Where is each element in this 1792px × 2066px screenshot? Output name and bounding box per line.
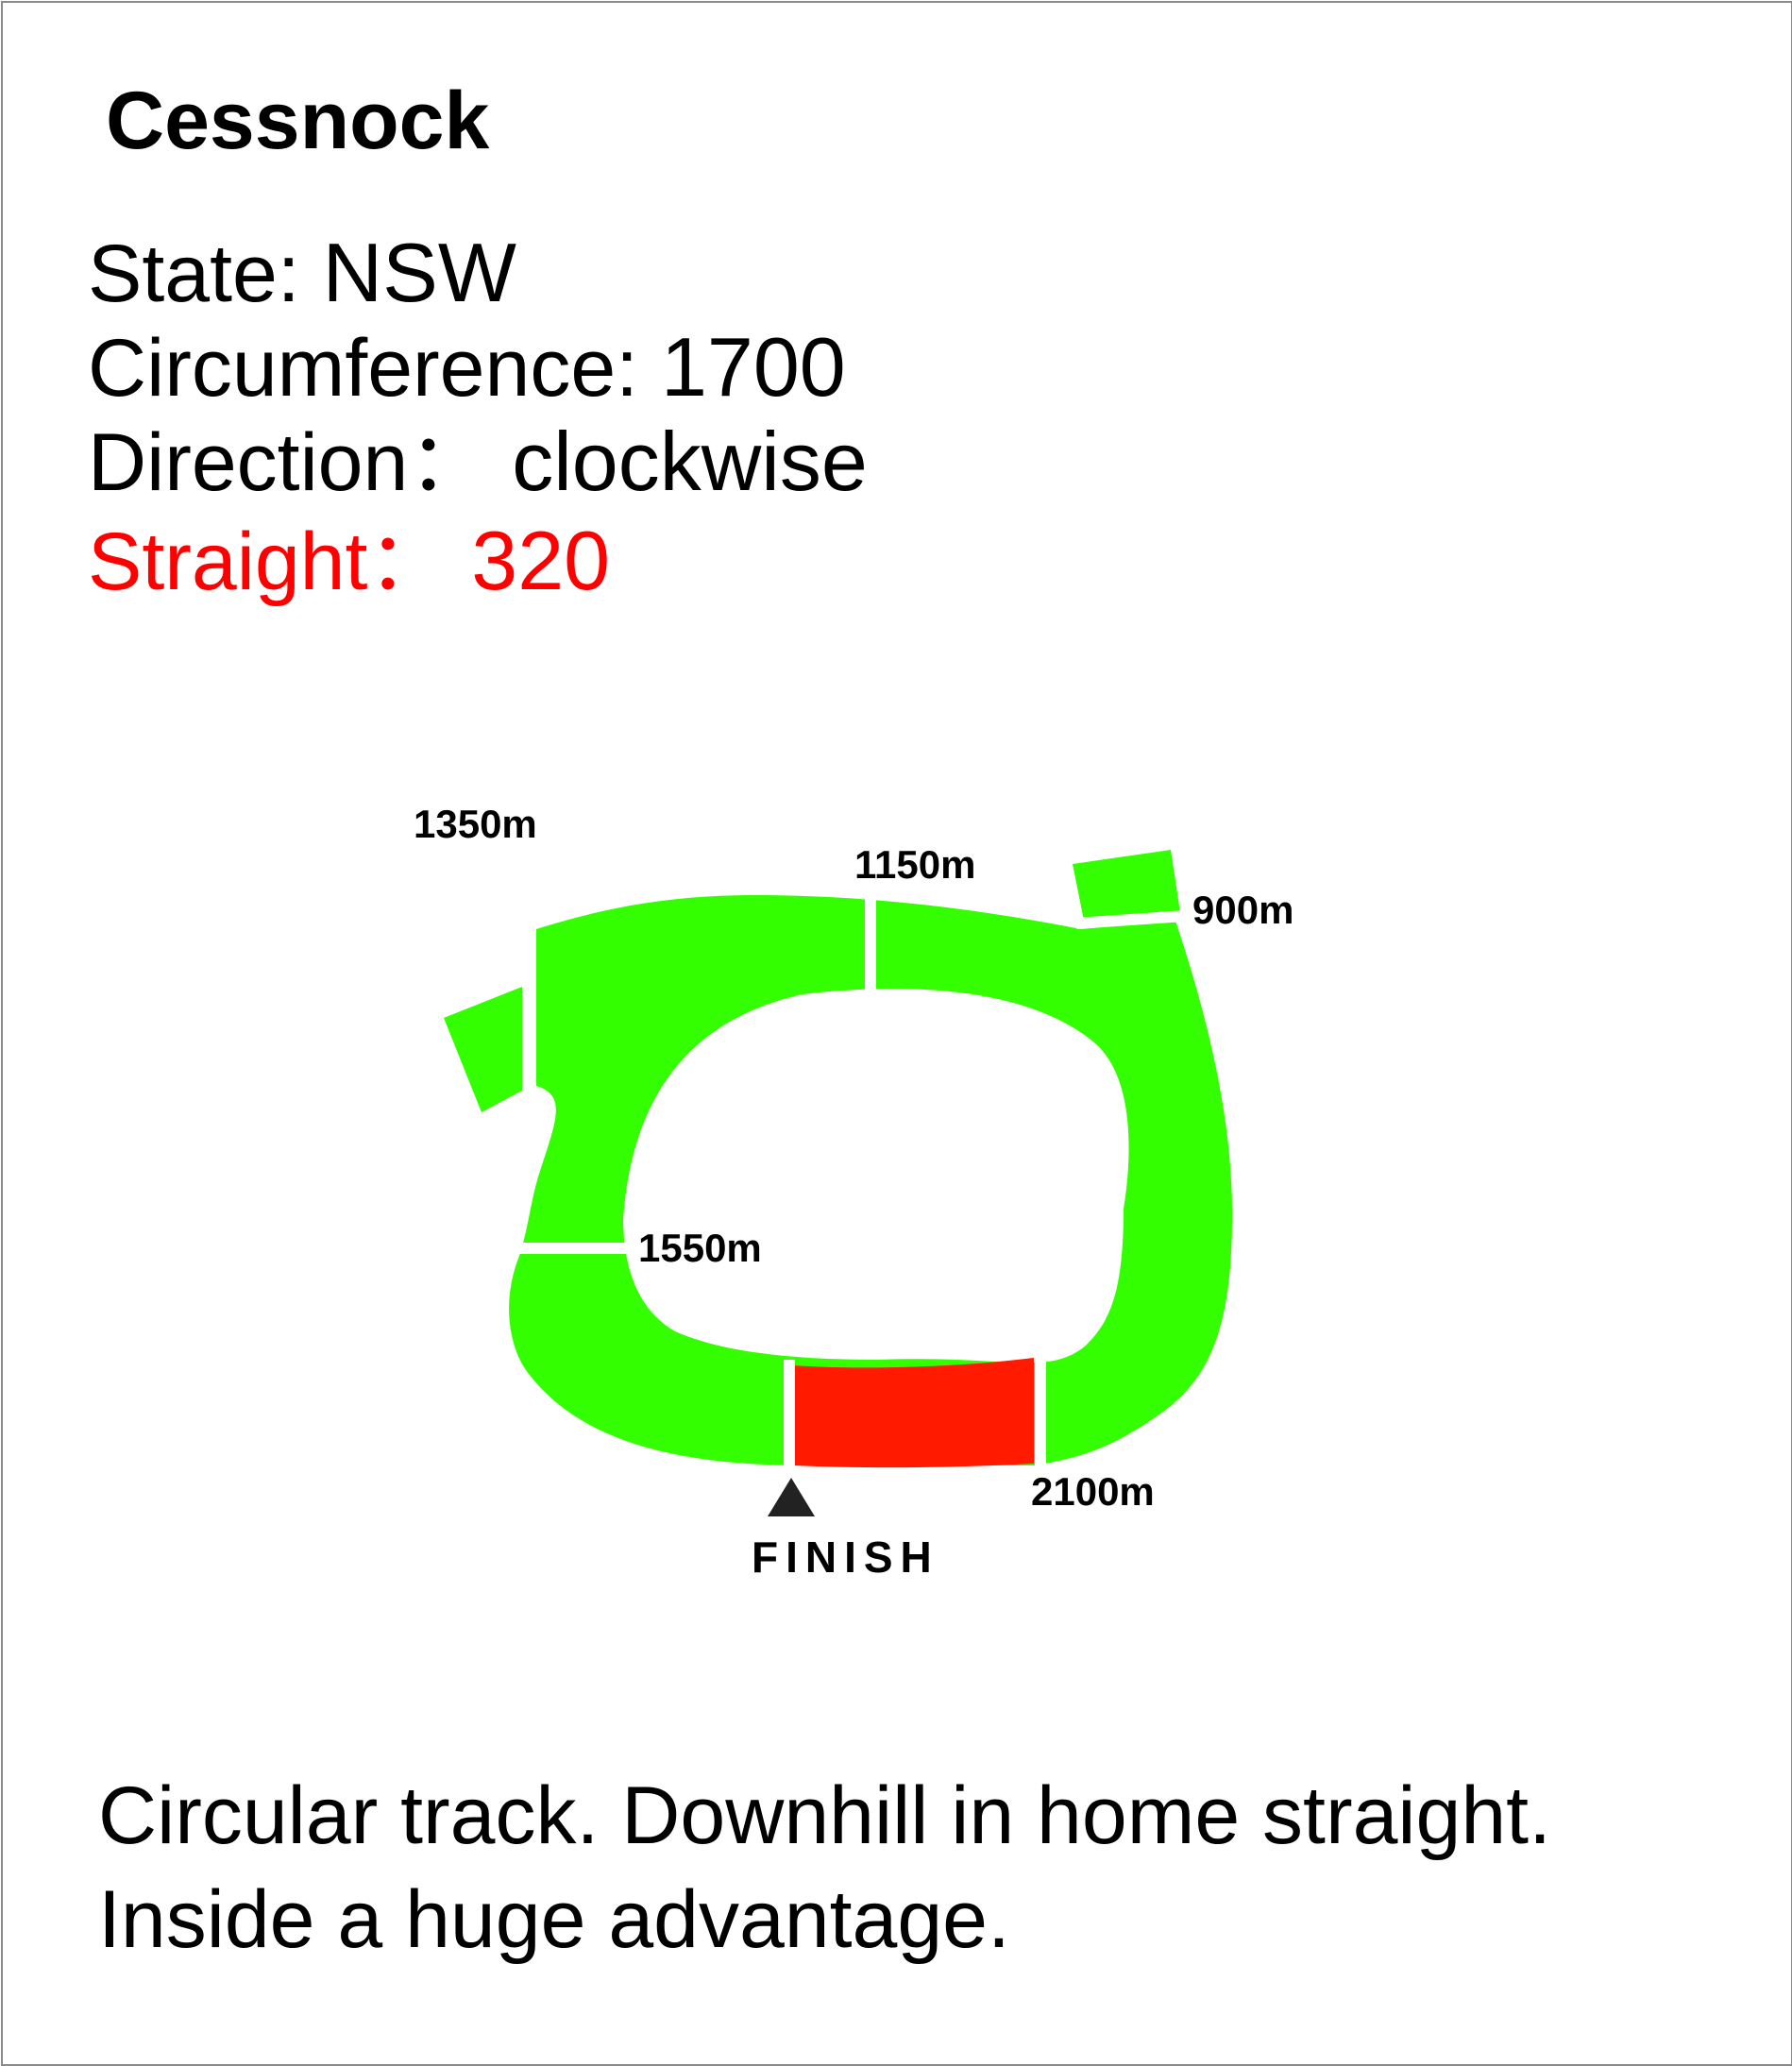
state-value: NSW [322, 226, 516, 319]
state-line: State: NSW [88, 231, 516, 315]
circumference-value: 1700 [660, 320, 846, 414]
marker-label-900: 900m [1192, 888, 1293, 932]
straight-line: Straight： 320 [88, 519, 610, 603]
chute-1350 [444, 987, 522, 1112]
straight-value: 320 [471, 514, 611, 607]
track-title: Cessnock [106, 76, 490, 166]
track-ring [509, 895, 1232, 1465]
home-straight [793, 1358, 1034, 1468]
marker-label-1350: 1350m [414, 802, 537, 846]
description-line-2: Inside a huge advantage. [98, 1874, 1010, 1965]
direction-line: Direction： clockwise [88, 420, 868, 504]
description-line-1: Circular track. Downhill in home straigh… [98, 1770, 1551, 1861]
marker-label-1550: 1550m [638, 1226, 762, 1270]
marker-label-1150: 1150m [854, 842, 975, 887]
direction-label: Direction： [88, 417, 490, 508]
track-separators [515, 888, 1186, 1469]
chute-900 [1073, 850, 1180, 921]
state-label: State: [88, 229, 300, 319]
finish-label: FINISH [752, 1533, 939, 1582]
marker-label-2100: 2100m [1031, 1469, 1155, 1514]
circumference-label: Circumference: [88, 323, 639, 414]
finish-triangle-icon [768, 1478, 815, 1516]
direction-value: clockwise [512, 415, 868, 508]
straight-label: Straight： [88, 516, 449, 607]
circumference-line: Circumference: 1700 [88, 326, 846, 410]
